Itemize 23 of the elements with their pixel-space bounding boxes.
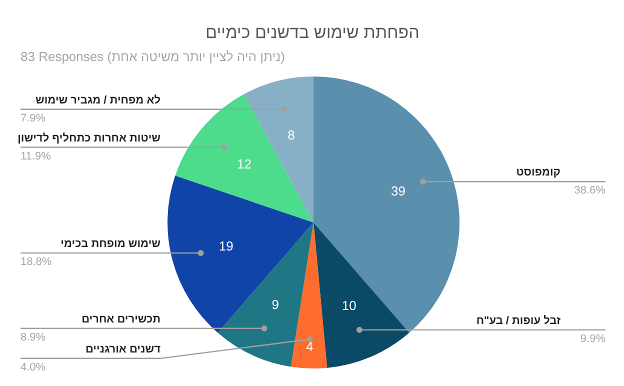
data-label: 8 [288,127,295,142]
slice-label: קומפוסט [516,166,561,179]
slice-label: שימוש מופחת בכימי [60,238,161,250]
data-label: 10 [342,298,356,314]
slice-label: דשנים אורגניים [85,343,162,356]
text: 18.8% [20,256,52,268]
text: 38.6% [574,184,606,197]
chart-title: הפחתת שימוש בדשנים כימיים [206,23,420,42]
data-label: 4 [306,339,314,354]
data-label: 9 [272,297,279,312]
data-label: 39 [391,183,406,198]
slice-label: שיטות אחרות כתחליף לדישון [18,132,161,144]
text: 9.9% [580,332,606,345]
data-label: 12 [237,156,252,172]
text: 4.0% [20,361,46,374]
slice-label: תכשירים אחרים [82,313,161,326]
slice-label: לא מפחית / מגביר שימוש [36,94,161,106]
chart-subtitle: 83 Responses (ניתן היה לציין יותר משיטה אחת) [20,49,285,64]
data-label: 19 [218,238,234,254]
text: 8.9% [20,331,46,344]
text: 11.9% [20,150,52,162]
slice-label: זבל עופות / בע"ח [476,314,561,327]
text: 7.9% [20,112,46,124]
